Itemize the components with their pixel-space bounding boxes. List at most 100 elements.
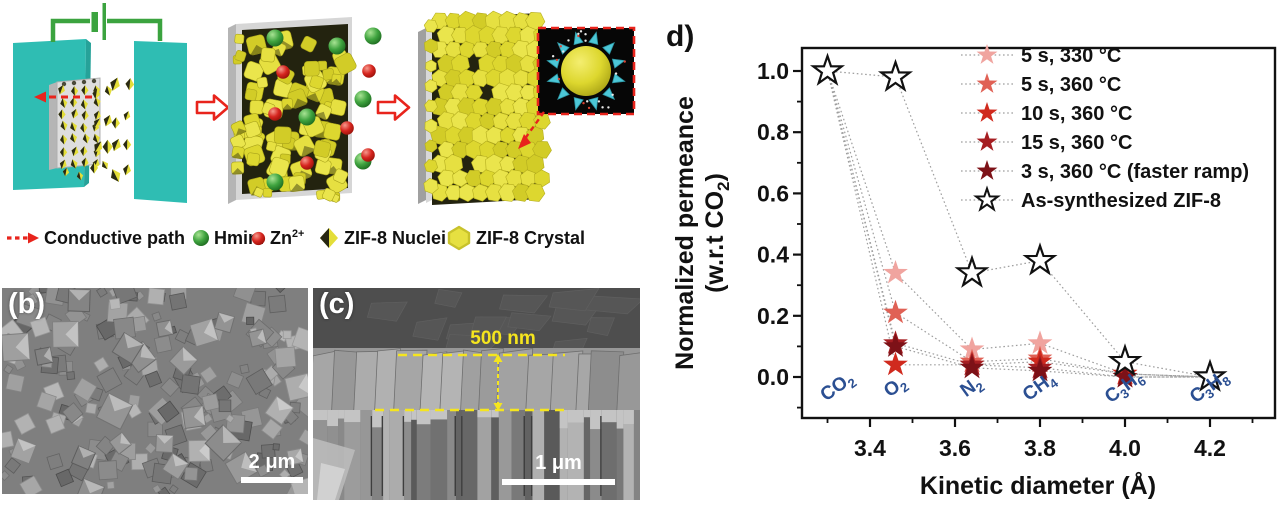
inset-pointer-arrow-icon xyxy=(518,134,531,149)
zn-ion-sphere-icon xyxy=(251,231,266,246)
scale-bar xyxy=(502,479,615,485)
data-point-open-star-icon xyxy=(954,254,990,288)
thickness-measure-annotation xyxy=(375,353,565,412)
y-tick-label: 0.0 xyxy=(757,364,789,390)
zif8-crystal-mosaic xyxy=(230,30,357,203)
legend-star-icon xyxy=(976,73,998,93)
sem-cross-section-image xyxy=(313,288,640,500)
legend-label: Hmim xyxy=(214,227,265,248)
linker-triangle-icon xyxy=(611,58,626,69)
x-tick-label: 4.0 xyxy=(1109,435,1141,461)
data-point-star-icon xyxy=(883,351,908,376)
scale-bar-label: 2 μm xyxy=(248,451,296,473)
series-line xyxy=(826,70,1211,378)
schematic-drawing xyxy=(13,3,636,205)
legend-label: Zn2+ xyxy=(270,227,305,248)
x-axis-title: Kinetic diameter (Å) xyxy=(919,472,1157,500)
linker-triangle-icon xyxy=(573,96,584,111)
legend-item: ZIF-8 Nuclei xyxy=(318,220,446,256)
panel-label-b: (b) xyxy=(8,288,46,320)
series-markers xyxy=(809,52,1228,392)
hmim-sphere-icon xyxy=(354,90,372,108)
data-point-star-icon xyxy=(959,354,985,379)
data-point-star-icon xyxy=(1027,357,1053,382)
series-line xyxy=(826,70,1210,378)
wire-left xyxy=(50,18,90,42)
y-tick-label: 0.2 xyxy=(757,303,789,329)
zn-ion-sphere-icon xyxy=(340,121,354,135)
hmim-sphere-icon xyxy=(266,173,284,191)
legend-label: 5 s, 330 °C xyxy=(1021,45,1121,67)
data-point-star-icon xyxy=(883,333,908,357)
series-line xyxy=(827,70,1211,378)
linker-triangle-icon xyxy=(602,41,615,55)
zif8-particle-inset xyxy=(518,26,636,149)
series-line xyxy=(826,70,1210,378)
measure-arrowhead-down-icon xyxy=(493,403,503,411)
crystal-texture xyxy=(2,288,308,494)
zn-ion-sphere-icon xyxy=(300,156,314,170)
zif8-nuclei-icon xyxy=(318,227,340,249)
zif8-particle-sphere xyxy=(561,46,611,96)
zn-ion-sphere-icon xyxy=(268,107,282,121)
legend-star-icon xyxy=(976,160,998,180)
zn-ion-sphere-icon xyxy=(362,64,376,78)
legend-open-star-icon xyxy=(973,185,1001,212)
scale-bar xyxy=(241,477,303,483)
legend-label: 3 s, 360 °C (faster ramp) xyxy=(1021,161,1249,183)
legend-item: Hmim xyxy=(192,220,264,256)
scale-bar-label: 1 μm xyxy=(535,452,582,474)
x-tick-label: 3.4 xyxy=(854,435,886,461)
linker-triangle-icon xyxy=(588,31,599,46)
chart-legend: 5 s, 330 °C 5 s, 360 °C 10 s, 360 °C 15 s, … xyxy=(961,44,1249,212)
film-thickness-annotation: 500 nm xyxy=(470,328,536,349)
precursor-spheres xyxy=(266,27,382,191)
axes: 3.4 3.6 3.8 4.0 4.2 0.0 0.2 0.4 0.6 0.8 1.0 xyxy=(757,58,1254,461)
x-tick-label: 3.6 xyxy=(939,435,971,461)
y-tick-label: 1.0 xyxy=(757,58,789,84)
floating-nuclei xyxy=(90,77,135,182)
y-axis: 0.0 0.2 0.4 0.6 0.8 1.0 xyxy=(757,58,802,409)
series-line xyxy=(826,70,1211,378)
hmim-sphere-icon xyxy=(364,27,382,45)
data-point-star-icon xyxy=(1027,330,1053,354)
zif8-crystal-icon xyxy=(446,225,472,251)
hmim-sphere-icon xyxy=(298,108,316,126)
plot-frame xyxy=(800,46,1277,420)
linker-triangle-icon xyxy=(602,87,616,100)
legend-star-icon xyxy=(976,44,998,64)
y-tick-label: 0.6 xyxy=(757,180,789,206)
x-tick-label: 3.8 xyxy=(1024,435,1056,461)
legend-label: 5 s, 360 °C xyxy=(1021,74,1121,96)
series-lines xyxy=(826,70,1211,378)
measure-arrowhead-up-icon xyxy=(493,354,503,362)
y-tick-label: 0.8 xyxy=(757,119,789,145)
legend-star-icon xyxy=(976,131,998,151)
data-point-open-star-icon xyxy=(1107,343,1143,377)
permeance-plot: 3.4 3.6 3.8 4.0 4.2 0.0 0.2 0.4 0.6 0.8 1.0 5 s, 33… xyxy=(757,44,1277,461)
legend-label: 10 s, 360 °C xyxy=(1021,103,1132,125)
legend-item: Conductive path xyxy=(6,220,185,256)
data-point-open-star-icon xyxy=(877,58,914,93)
x-axis: 3.4 3.6 3.8 4.0 4.2 xyxy=(826,418,1254,461)
legend-label: ZIF-8 Crystal xyxy=(476,227,586,248)
process-step-arrow-icon xyxy=(376,94,411,121)
synthesis-schematic-panel: Conductive path Hmim Zn2+ ZIF-8 Nuclei ZIF-8… xyxy=(0,0,660,251)
data-point-open-star-icon xyxy=(809,52,846,86)
legend-item: ZIF-8 Crystal xyxy=(446,220,585,256)
data-point-star-icon xyxy=(883,259,908,284)
linker-triangle-icon xyxy=(557,87,570,101)
linker-triangle-icon xyxy=(588,96,599,111)
zn-ion-sphere-icon xyxy=(276,65,290,79)
data-point-star-icon xyxy=(1112,364,1138,388)
hmim-sphere-icon xyxy=(328,37,346,55)
panel-label-d: d) xyxy=(666,20,695,53)
legend-label: Conductive path xyxy=(44,227,186,248)
zn-ion-sphere-icon xyxy=(361,148,375,162)
wire-right xyxy=(107,18,163,41)
electrode-right xyxy=(134,41,187,203)
linker-triangle-icon xyxy=(573,31,584,46)
process-step-arrow-icon xyxy=(195,94,230,121)
data-point-star-icon xyxy=(883,299,908,324)
